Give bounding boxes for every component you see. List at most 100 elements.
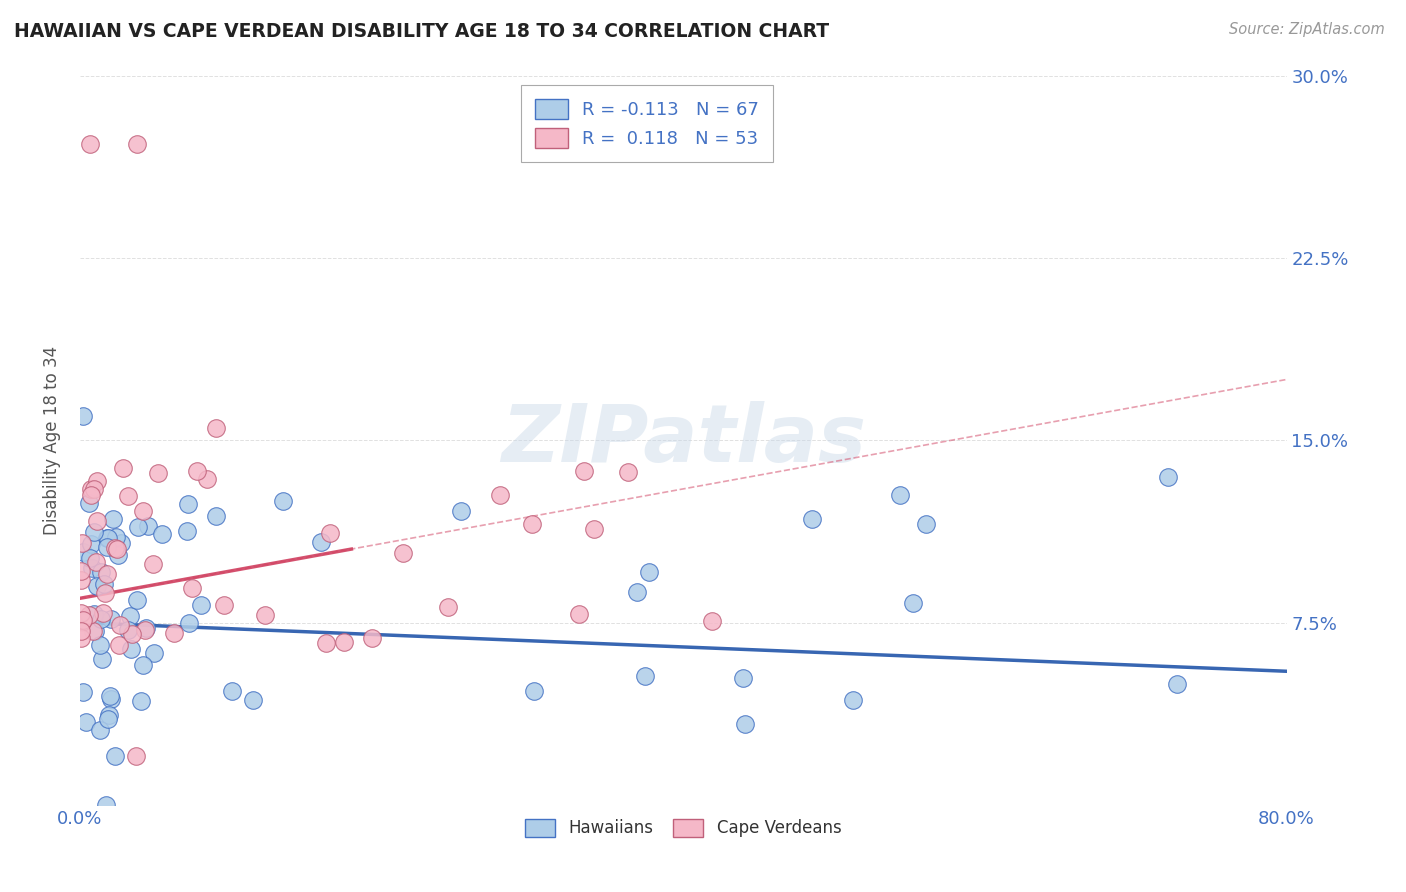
Point <box>117 623 139 637</box>
Point <box>111 460 134 475</box>
Point <box>129 694 152 708</box>
Point <box>93 586 115 600</box>
Text: Source: ZipAtlas.com: Source: ZipAtlas.com <box>1229 22 1385 37</box>
Point <box>734 717 756 731</box>
Point <box>177 497 200 511</box>
Point <box>131 657 153 672</box>
Point <box>733 671 755 685</box>
Point <box>77 496 100 510</box>
Point <box>107 638 129 652</box>
Point <box>84 555 107 569</box>
Point <box>138 518 160 533</box>
Point <box>91 606 114 620</box>
Point <box>142 557 165 571</box>
Point <box>176 524 198 538</box>
Point <box>1156 469 1178 483</box>
Point <box>90 612 112 626</box>
Point <box>915 516 938 531</box>
Point <box>121 627 143 641</box>
Point <box>132 504 155 518</box>
Point <box>127 520 149 534</box>
Point <box>177 616 200 631</box>
Point <box>83 607 105 621</box>
Point <box>72 544 94 558</box>
Point <box>903 595 925 609</box>
Point <box>488 487 510 501</box>
Point <box>96 567 118 582</box>
Point <box>319 525 342 540</box>
Point <box>83 525 105 540</box>
Point <box>104 530 127 544</box>
Point <box>97 712 120 726</box>
Point <box>700 615 723 629</box>
Point <box>70 613 93 627</box>
Point <box>70 574 93 588</box>
Point <box>90 565 112 579</box>
Point <box>204 509 226 524</box>
Point <box>105 542 128 557</box>
Point <box>146 466 169 480</box>
Point <box>98 708 121 723</box>
Point <box>96 532 118 546</box>
Point <box>72 685 94 699</box>
Point <box>450 504 472 518</box>
Point <box>72 613 94 627</box>
Text: ZIPatlas: ZIPatlas <box>501 401 866 479</box>
Point <box>82 624 104 638</box>
Point <box>80 482 103 496</box>
Point <box>70 615 93 629</box>
Point <box>90 652 112 666</box>
Point <box>104 749 127 764</box>
Point <box>333 635 356 649</box>
Point <box>195 472 218 486</box>
Point <box>70 624 93 639</box>
Y-axis label: Disability Age 18 to 34: Disability Age 18 to 34 <box>44 346 60 535</box>
Point <box>86 579 108 593</box>
Point <box>626 585 648 599</box>
Point <box>77 607 100 622</box>
Point <box>204 421 226 435</box>
Point <box>841 693 863 707</box>
Point <box>89 638 111 652</box>
Point <box>634 669 657 683</box>
Point <box>637 565 659 579</box>
Point <box>103 512 125 526</box>
Point <box>108 618 131 632</box>
Point <box>163 625 186 640</box>
Point <box>89 723 111 738</box>
Point <box>572 464 595 478</box>
Point <box>70 606 93 620</box>
Point <box>84 624 107 639</box>
Point <box>800 512 823 526</box>
Point <box>75 715 97 730</box>
Point <box>150 527 173 541</box>
Point <box>253 608 276 623</box>
Point <box>97 531 120 545</box>
Point <box>127 593 149 607</box>
Point <box>96 540 118 554</box>
Point <box>107 548 129 562</box>
Point <box>242 693 264 707</box>
Point <box>271 494 294 508</box>
Point <box>79 136 101 151</box>
Point <box>79 550 101 565</box>
Point <box>221 683 243 698</box>
Point <box>83 483 105 497</box>
Legend: Hawaiians, Cape Verdeans: Hawaiians, Cape Verdeans <box>519 812 848 844</box>
Point <box>70 632 93 646</box>
Point <box>80 536 103 550</box>
Point <box>309 534 332 549</box>
Point <box>582 522 605 536</box>
Point <box>437 599 460 614</box>
Point <box>214 598 236 612</box>
Point <box>118 609 141 624</box>
Point <box>72 409 94 423</box>
Point <box>120 641 142 656</box>
Point <box>86 475 108 489</box>
Point <box>79 488 101 502</box>
Point <box>520 516 543 531</box>
Point <box>94 797 117 812</box>
Point <box>80 561 103 575</box>
Point <box>100 612 122 626</box>
Point <box>568 607 591 621</box>
